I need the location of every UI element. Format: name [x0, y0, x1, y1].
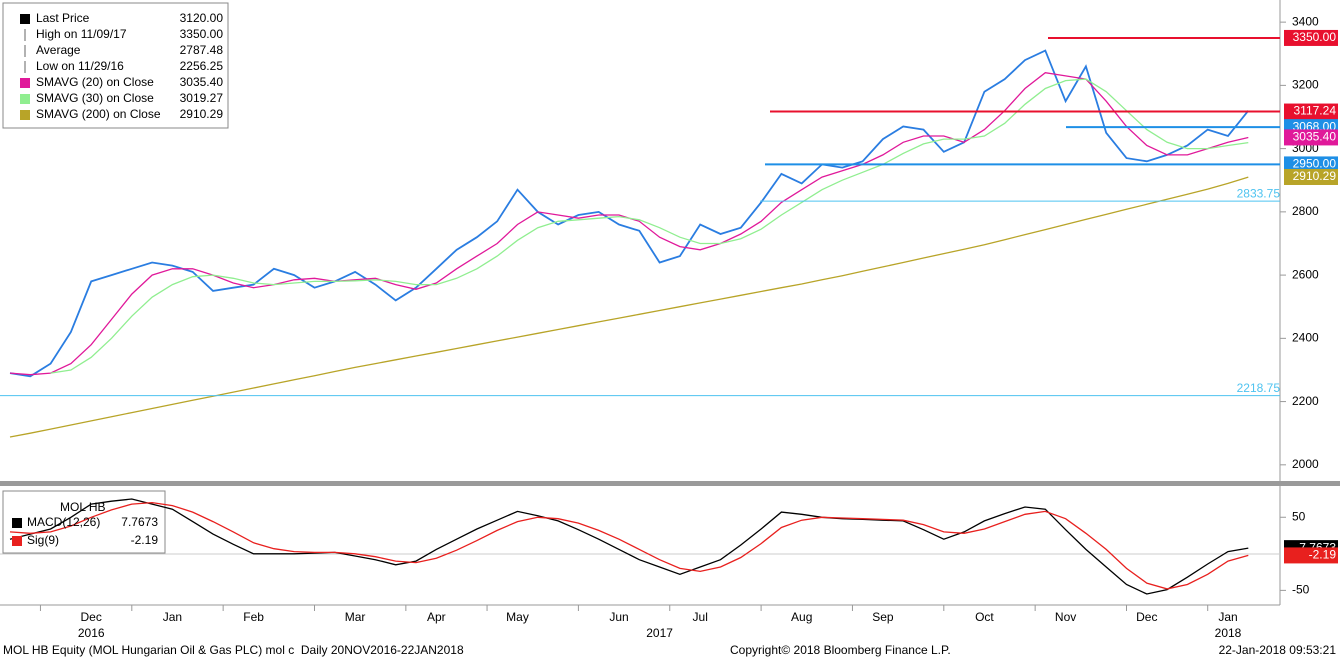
panel-separator: [0, 481, 1340, 486]
y-tick-label: 3400: [1292, 14, 1319, 28]
x-tick-label: Oct: [975, 610, 994, 624]
price-tag: [1284, 168, 1338, 185]
price-tag-label: 3035.40: [1293, 130, 1337, 144]
x-tick-label: Nov: [1055, 610, 1076, 624]
price-tag-label: 3350.00: [1293, 30, 1337, 44]
panel-title: MOL HB: [60, 500, 106, 514]
footer-right: 22-Jan-2018 09:53:21: [1219, 643, 1337, 657]
reference-label: 2218.75: [1237, 381, 1281, 395]
price-tag-label: 2950.00: [1293, 157, 1337, 171]
legend-swatch: [20, 14, 30, 24]
legend-value: 2787.48: [180, 43, 224, 57]
price-tag: [1284, 156, 1338, 173]
series-line: [9, 498, 1249, 595]
legend-swatch: [20, 110, 30, 120]
legend-label: MACD(12,26): [27, 515, 100, 529]
x-tick-label: Apr: [427, 610, 446, 624]
legend-box: [2, 490, 166, 554]
year-label: 2018: [1215, 626, 1242, 640]
x-tick-label: Jan: [1218, 610, 1237, 624]
legend-swatch: [20, 78, 30, 88]
price-tag-label: 3117.24: [1294, 104, 1337, 118]
x-tick-label: Dec: [1136, 610, 1157, 624]
footer-center: Copyright© 2018 Bloomberg Finance L.P.: [730, 643, 951, 657]
legend-label: SMAVG (20) on Close: [36, 75, 154, 89]
y-tick-label: 2600: [1292, 267, 1319, 281]
series-line: [50, 78, 1249, 374]
y-tick-label: 3200: [1292, 78, 1319, 92]
price-tag-label: -2.19: [1309, 548, 1337, 562]
y-tick-label: 2000: [1292, 457, 1319, 471]
x-tick-label: May: [506, 610, 529, 624]
legend-value: 2910.29: [180, 107, 224, 121]
legend-value: 3350.00: [180, 27, 224, 41]
price-tag-label: 2910.29: [1293, 169, 1337, 183]
legend-label: SMAVG (30) on Close: [36, 91, 154, 105]
year-label: 2016: [78, 626, 105, 640]
legend-label: Last Price: [36, 11, 90, 25]
y-tick-label: -50: [1292, 583, 1310, 597]
legend-label: Low on 11/29/16: [36, 59, 124, 73]
legend-label: High on 11/09/17: [36, 27, 127, 41]
y-tick-label: 2200: [1292, 394, 1319, 408]
x-tick-label: Aug: [791, 610, 812, 624]
reference-label: 2833.75: [1237, 186, 1281, 200]
price-tag: [1284, 29, 1338, 46]
x-tick-label: Jul: [693, 610, 708, 624]
y-tick-label: 2800: [1292, 204, 1319, 218]
y-tick-label: 2400: [1292, 331, 1319, 345]
legend-box: [2, 2, 229, 129]
price-tag: [1284, 129, 1338, 146]
x-tick-label: Feb: [243, 610, 264, 624]
legend-value: 3120.00: [180, 11, 224, 25]
legend-label: Average: [36, 43, 81, 57]
legend-swatch: [12, 536, 22, 546]
series-line: [9, 49, 1250, 378]
price-tag: [1284, 103, 1338, 120]
x-tick-label: Mar: [345, 610, 366, 624]
x-tick-label: Jan: [163, 610, 182, 624]
footer-left: MOL HB Equity (MOL Hungarian Oil & Gas P…: [3, 643, 464, 657]
year-label: 2017: [646, 626, 673, 640]
x-tick-label: Sep: [872, 610, 894, 624]
legend-value: 3035.40: [180, 75, 224, 89]
x-tick-label: Dec: [81, 610, 102, 624]
legend-swatch: [12, 518, 22, 528]
legend-value: 3019.27: [180, 91, 224, 105]
legend-value: 2256.25: [180, 59, 224, 73]
legend-label: Sig(9): [27, 533, 59, 547]
legend-value: 7.7673: [121, 515, 158, 529]
x-tick-label: Jun: [609, 610, 628, 624]
y-tick-label: 50: [1292, 509, 1306, 523]
price-tag: [1284, 547, 1338, 564]
legend-label: SMAVG (200) on Close: [36, 107, 161, 121]
legend-swatch: [20, 94, 30, 104]
series-line: [9, 501, 1249, 590]
legend-value: -2.19: [131, 533, 159, 547]
